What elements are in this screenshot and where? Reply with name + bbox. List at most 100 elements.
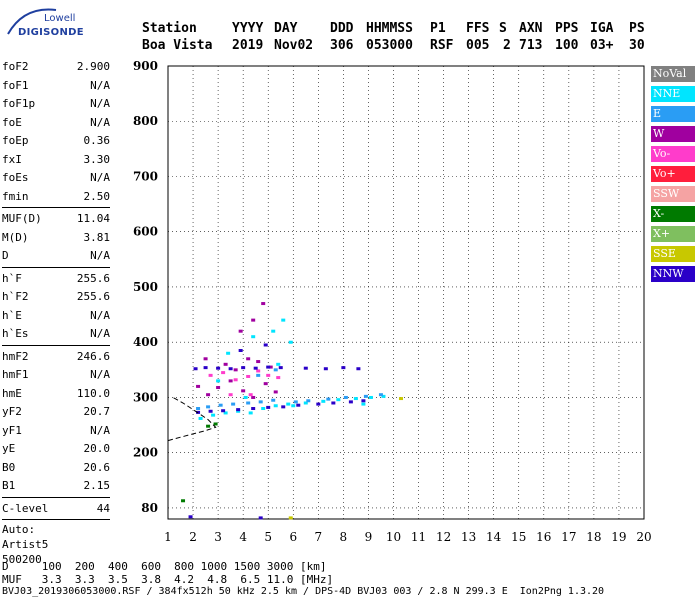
param-name: hmF2	[2, 349, 29, 363]
point-w	[263, 382, 268, 386]
param-value: 2.900	[76, 60, 110, 73]
header-label-11: PS	[629, 21, 645, 36]
param-name: h`F2	[2, 290, 29, 303]
point-vo-	[221, 371, 226, 375]
header-value-4: 053000	[366, 38, 413, 53]
profile-line	[167, 397, 217, 442]
param-value: N/A	[90, 115, 110, 129]
legend-item: SSE	[651, 246, 695, 262]
param-row: h`E N/A	[2, 307, 110, 326]
param-value: 255.6	[76, 271, 110, 285]
point-nnw	[208, 409, 213, 413]
param-row: B1 2.15	[2, 477, 110, 496]
y-tick-labels: 80 200 300 400 500 600 700 800 900	[133, 59, 158, 515]
param-row: foF1 N/A	[2, 77, 110, 96]
point-e	[273, 368, 278, 372]
point-nnw	[253, 366, 258, 370]
point-w	[238, 329, 243, 333]
point-w	[273, 390, 278, 394]
point-nnw	[348, 400, 353, 404]
y-tick-label: 600	[133, 225, 158, 239]
param-name: hmE	[2, 386, 22, 400]
param-name: yF1	[2, 423, 22, 437]
auto-code: 500200	[2, 553, 42, 566]
x-tick-label: 11	[411, 530, 426, 544]
x-tick-label: 19	[611, 530, 626, 544]
x-tick-label: 14	[486, 530, 502, 544]
legend-item: Vo-	[651, 146, 695, 162]
x-tick-labels: 1 2 3 4 5 6 7 8 9 10 11 12 13 14 15 16 17 18 19 20	[164, 530, 651, 544]
point-e	[343, 395, 348, 399]
legend: NoVal NNE E W Vo- Vo+ SSW X- X+ SSE NNW	[651, 66, 695, 286]
point-w	[268, 365, 273, 369]
grid	[167, 65, 645, 519]
point-nnw	[263, 343, 268, 347]
param-value: 255.6	[76, 290, 110, 303]
point-vo-	[248, 393, 253, 397]
point-nne	[216, 379, 221, 383]
x-tick-label: 4	[239, 530, 247, 544]
point-x-	[213, 422, 218, 426]
point-nne	[226, 351, 231, 355]
x-tick-label: 3	[214, 530, 222, 544]
param-row: MUF(D) 11.04	[2, 210, 110, 229]
point-nnw	[216, 366, 221, 370]
param-name: C-level	[2, 501, 49, 515]
point-e	[363, 394, 368, 398]
x-tick-label: 17	[561, 530, 576, 544]
header-label-10: IGA	[590, 21, 614, 36]
auto-label: Auto:	[2, 523, 36, 536]
param-value: 2.15	[83, 479, 111, 492]
param-value: 3.30	[83, 152, 111, 166]
param-value: 11.04	[76, 212, 110, 225]
digisonde-logo: Lowell DIGISONDE	[4, 4, 84, 48]
point-w	[251, 395, 256, 399]
param-value: N/A	[90, 308, 110, 322]
param-value: N/A	[90, 249, 110, 262]
param-value: 3.81	[83, 230, 111, 244]
header-label-8: AXN	[519, 21, 543, 36]
x-tick-label: 16	[536, 530, 551, 544]
x-tick-label: 6	[289, 530, 297, 544]
point-nnw	[266, 405, 271, 409]
point-nnw	[316, 402, 321, 406]
point-w	[228, 379, 233, 383]
point-nnw	[258, 516, 263, 520]
point-vo-	[276, 376, 281, 380]
param-name: MUF(D)	[2, 212, 42, 225]
x-tick-label: 12	[436, 530, 451, 544]
header-value-7: 2	[503, 38, 511, 53]
legend-item: NoVal	[651, 66, 695, 82]
header-value-11: 30	[629, 38, 645, 53]
point-vo-	[208, 373, 213, 377]
point-nnw	[228, 367, 233, 371]
point-nne	[303, 401, 308, 405]
point-nnw	[193, 367, 198, 371]
param-row: hmF2 246.6	[2, 348, 110, 367]
param-name: foE	[2, 115, 22, 129]
param-value: 44	[96, 501, 110, 515]
plot-area	[167, 65, 645, 520]
param-value: N/A	[90, 423, 110, 437]
point-nne	[368, 395, 373, 399]
header-label-4: HHMMSS	[366, 21, 413, 36]
point-nne	[381, 394, 386, 398]
point-e	[271, 398, 276, 402]
point-vo-	[228, 393, 233, 397]
point-nne	[261, 407, 266, 411]
point-nnw	[323, 367, 328, 371]
point-vo-	[266, 373, 271, 377]
param-row: hmF1 N/A	[2, 366, 110, 385]
legend-item: Vo+	[651, 166, 695, 182]
point-w	[203, 357, 208, 361]
point-nnw	[236, 408, 241, 412]
param-row: D N/A	[2, 247, 110, 266]
param-row: M(D) 3.81	[2, 229, 110, 248]
param-row: foE N/A	[2, 114, 110, 133]
point-nnw	[303, 366, 308, 370]
point-nnw	[221, 409, 226, 413]
point-nne	[211, 413, 216, 417]
point-e	[218, 403, 223, 407]
point-nnw	[238, 349, 243, 353]
header-label-9: PPS	[555, 21, 579, 36]
